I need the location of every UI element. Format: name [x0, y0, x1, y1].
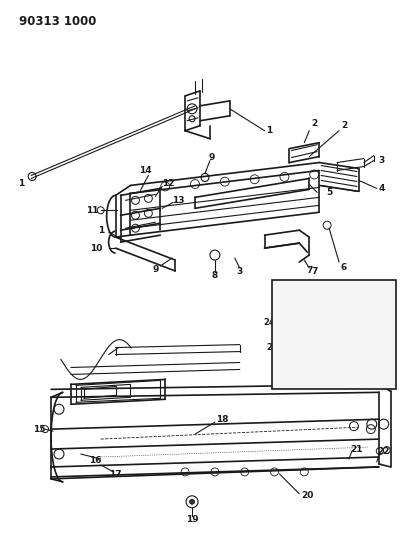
Text: 1: 1 — [97, 225, 103, 235]
Circle shape — [189, 499, 194, 504]
Text: 20: 20 — [300, 491, 313, 500]
Text: 9: 9 — [152, 265, 158, 274]
Bar — [271, 280, 395, 389]
Text: 3: 3 — [378, 156, 384, 165]
Text: 15: 15 — [33, 425, 45, 434]
Text: 16: 16 — [89, 456, 102, 465]
Text: 6: 6 — [340, 263, 346, 272]
Text: 8: 8 — [211, 271, 217, 280]
Text: 14: 14 — [139, 166, 151, 175]
Text: 11: 11 — [86, 206, 99, 215]
Text: 90313 1000: 90313 1000 — [19, 15, 96, 28]
Text: 2: 2 — [340, 121, 346, 130]
Text: 18: 18 — [215, 415, 227, 424]
Text: 1: 1 — [18, 179, 24, 188]
Text: 1: 1 — [266, 126, 272, 135]
Text: 5: 5 — [325, 188, 331, 197]
Text: 17: 17 — [109, 471, 122, 479]
Text: 10: 10 — [89, 244, 102, 253]
Text: 13: 13 — [172, 196, 184, 205]
Text: 22: 22 — [377, 447, 389, 456]
Text: 24: 24 — [263, 318, 275, 327]
Text: 2: 2 — [310, 119, 316, 128]
Text: 7: 7 — [305, 266, 312, 276]
Text: 21: 21 — [350, 445, 362, 454]
Circle shape — [290, 337, 294, 342]
Text: 7: 7 — [310, 268, 317, 277]
Text: 19: 19 — [185, 515, 198, 524]
Text: 3: 3 — [236, 268, 242, 277]
Text: 12: 12 — [162, 179, 174, 188]
Text: 9: 9 — [208, 153, 215, 162]
Text: 23: 23 — [266, 343, 277, 352]
Text: 4: 4 — [378, 184, 384, 193]
